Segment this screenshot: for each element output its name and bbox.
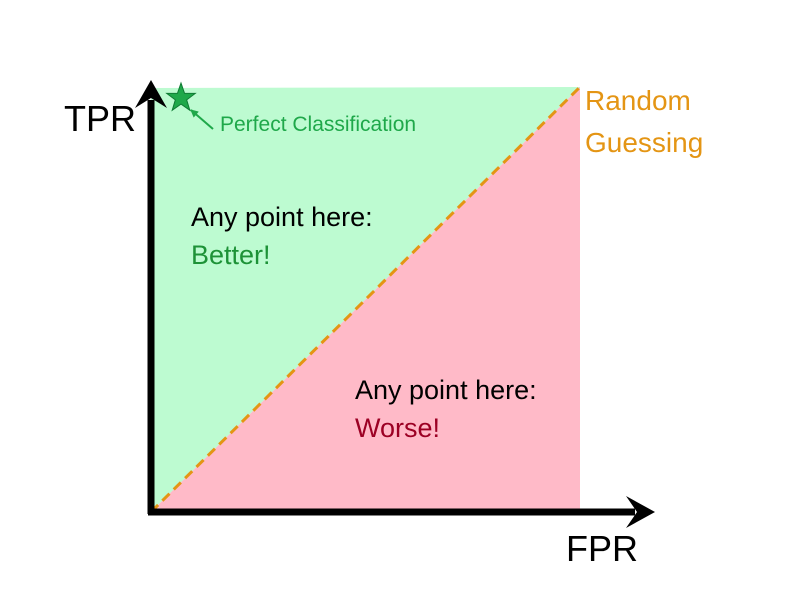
- y-axis-arrowhead: [135, 80, 167, 108]
- perfect-classification-label: Perfect Classification: [220, 113, 417, 136]
- worse-region-label: Any point here:: [355, 375, 537, 405]
- x-axis-label: FPR: [566, 528, 638, 569]
- better-region-text: Any point here: Better!: [191, 198, 373, 274]
- random-guessing-label-line1: Random: [585, 85, 691, 116]
- y-axis-label: TPR: [64, 98, 136, 139]
- better-region-label: Any point here:: [191, 202, 373, 232]
- worse-region-text: Any point here: Worse!: [355, 371, 537, 447]
- worse-verdict: Worse!: [355, 413, 441, 443]
- random-guessing-line: [149, 85, 582, 514]
- perfect-classification-star-icon: [165, 81, 197, 112]
- perfect-classification-pointer: [190, 109, 214, 130]
- random-guessing-label-line2: Guessing: [585, 127, 704, 158]
- x-axis-arrowhead: [626, 496, 655, 528]
- random-guessing-label: Random Guessing: [585, 80, 703, 164]
- better-verdict: Better!: [191, 240, 271, 270]
